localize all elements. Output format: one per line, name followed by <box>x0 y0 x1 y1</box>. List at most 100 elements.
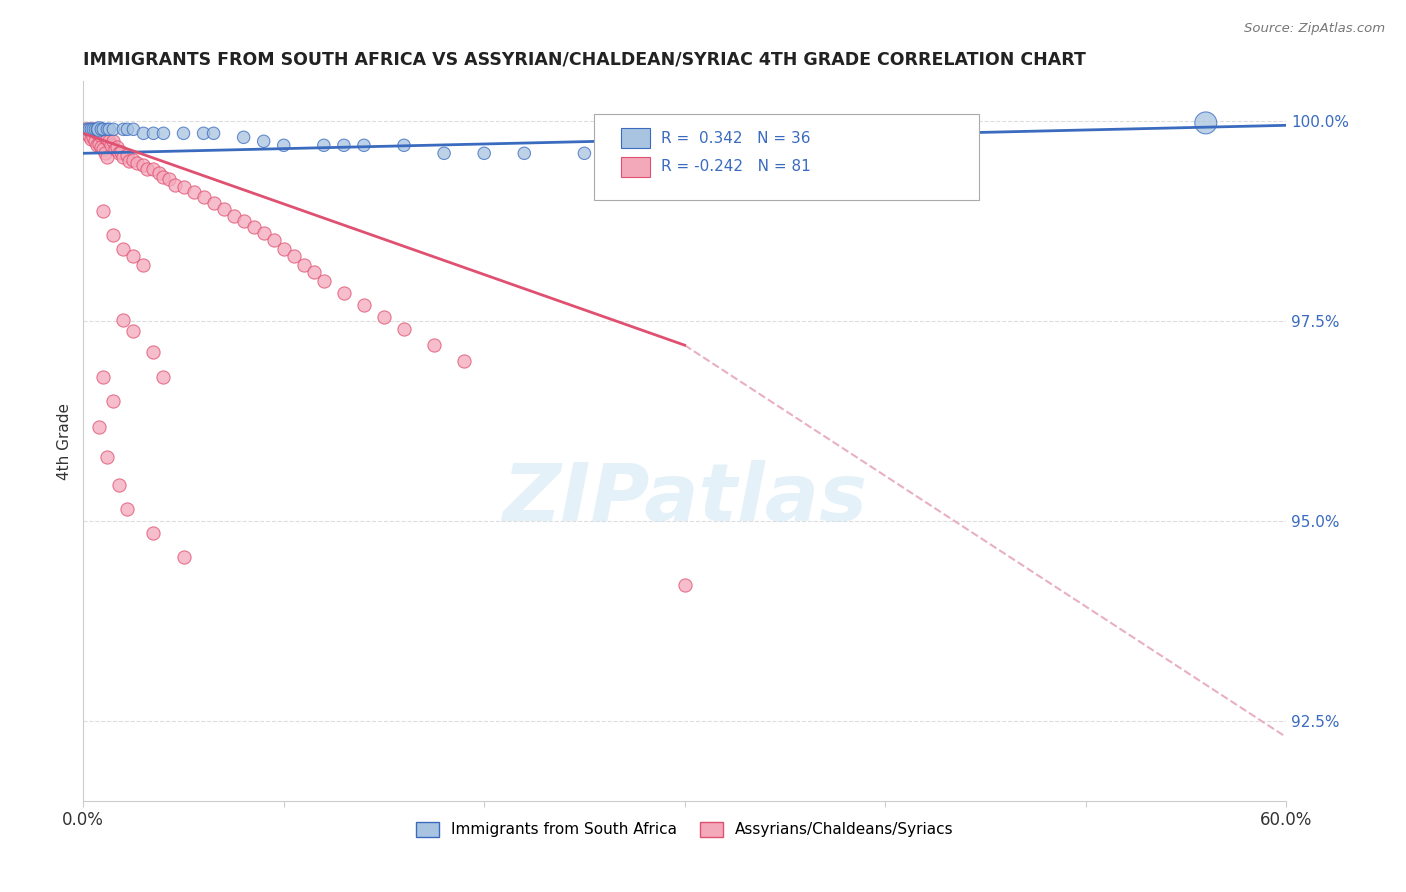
Point <box>152 126 174 140</box>
Point <box>117 148 139 162</box>
Point <box>91 142 114 156</box>
Point <box>222 209 245 223</box>
Point <box>232 214 254 228</box>
Point <box>312 138 335 153</box>
Point <box>142 344 165 359</box>
Point <box>86 126 108 140</box>
FancyBboxPatch shape <box>595 113 979 200</box>
Point <box>89 136 111 151</box>
Point <box>89 419 111 434</box>
Point <box>152 370 174 384</box>
Point <box>142 126 165 140</box>
Point <box>84 122 107 136</box>
Point <box>91 122 114 136</box>
Point <box>91 370 114 384</box>
Point <box>373 310 395 325</box>
FancyBboxPatch shape <box>621 157 650 177</box>
Point <box>253 134 276 148</box>
Point <box>91 126 114 140</box>
Point <box>242 219 264 234</box>
Point <box>193 190 215 204</box>
Point <box>117 502 139 516</box>
Point <box>118 154 141 169</box>
Point <box>232 130 254 145</box>
Point <box>122 122 145 136</box>
Point <box>673 578 696 592</box>
Point <box>263 233 285 247</box>
Point <box>423 338 446 352</box>
Point <box>513 146 536 161</box>
Point <box>202 126 225 140</box>
Point <box>212 202 235 217</box>
Point <box>108 146 131 161</box>
Point <box>79 122 101 136</box>
Point <box>173 180 195 194</box>
Point <box>136 162 159 177</box>
Point <box>90 128 112 143</box>
FancyBboxPatch shape <box>621 128 650 148</box>
Point <box>98 134 121 148</box>
Point <box>173 126 195 140</box>
Point <box>112 150 135 164</box>
Point <box>165 178 187 193</box>
Point <box>273 138 295 153</box>
Point <box>253 226 276 240</box>
Point <box>754 142 776 156</box>
Point <box>353 298 375 312</box>
Point <box>292 258 315 272</box>
Point <box>84 124 107 138</box>
Point <box>79 122 101 136</box>
Point <box>433 146 456 161</box>
Point <box>76 122 98 136</box>
Legend: Immigrants from South Africa, Assyrians/Chaldeans/Syriacs: Immigrants from South Africa, Assyrians/… <box>409 815 960 844</box>
Point <box>193 126 215 140</box>
Point <box>96 450 118 464</box>
Point <box>80 122 103 136</box>
Point <box>353 138 375 153</box>
Point <box>89 124 111 138</box>
Point <box>94 130 117 145</box>
Point <box>86 138 108 153</box>
Text: R =  0.342   N = 36: R = 0.342 N = 36 <box>661 131 810 145</box>
Point <box>103 134 125 148</box>
Point <box>142 162 165 177</box>
Point <box>333 286 356 301</box>
Point <box>673 134 696 148</box>
Point <box>173 549 195 564</box>
Text: Source: ZipAtlas.com: Source: ZipAtlas.com <box>1244 22 1385 36</box>
Point <box>392 138 415 153</box>
Point <box>76 126 98 140</box>
Point <box>574 146 596 161</box>
Point <box>91 203 114 218</box>
Point <box>103 394 125 409</box>
Point <box>132 258 155 272</box>
Point <box>112 122 135 136</box>
Point <box>76 124 98 138</box>
Point <box>82 122 104 136</box>
Point <box>392 322 415 336</box>
Point <box>96 132 118 146</box>
Point <box>96 122 118 136</box>
Point <box>132 126 155 140</box>
Point <box>80 132 103 146</box>
Point <box>108 478 131 492</box>
Text: R = -0.242   N = 81: R = -0.242 N = 81 <box>661 160 810 175</box>
Y-axis label: 4th Grade: 4th Grade <box>58 402 72 480</box>
Point <box>122 153 145 167</box>
Point <box>312 274 335 288</box>
Point <box>82 130 104 145</box>
Point <box>80 124 103 138</box>
Point <box>1195 116 1218 130</box>
Point <box>84 134 107 148</box>
Point <box>148 166 170 180</box>
Point <box>122 324 145 338</box>
Point <box>112 242 135 256</box>
Text: ZIPatlas: ZIPatlas <box>502 459 868 538</box>
Point <box>75 122 97 136</box>
Point <box>472 146 495 161</box>
Point <box>713 138 735 153</box>
Point <box>112 312 135 326</box>
Point <box>302 265 325 279</box>
Point <box>202 195 225 210</box>
Point <box>103 122 125 136</box>
